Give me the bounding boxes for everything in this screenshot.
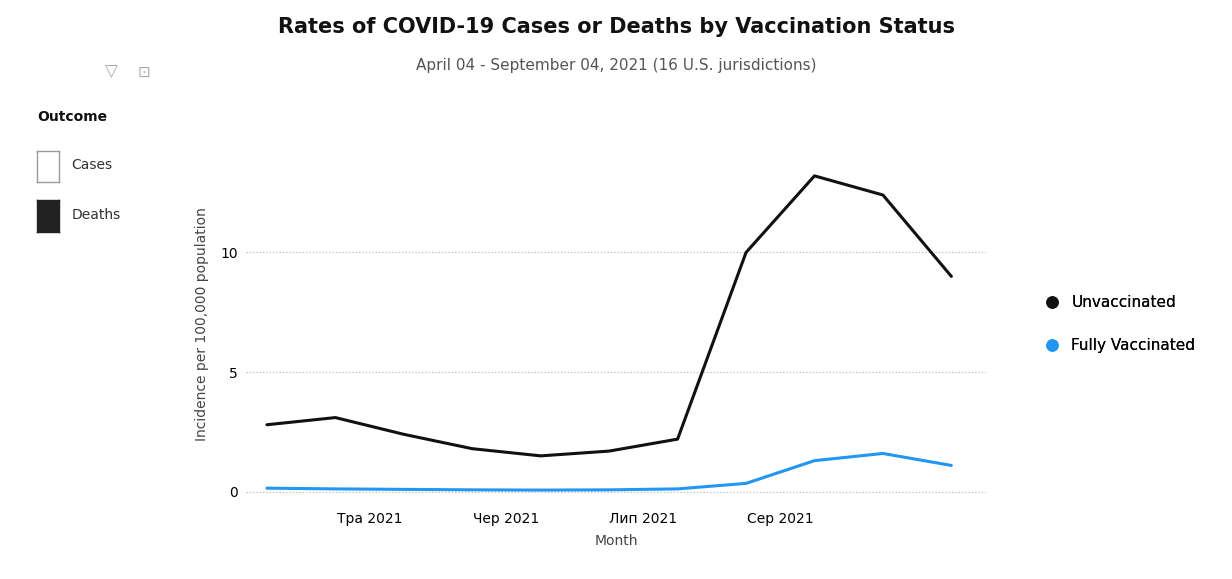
Text: Cases: Cases xyxy=(71,158,112,172)
Y-axis label: Incidence per 100,000 population: Incidence per 100,000 population xyxy=(196,207,209,441)
Text: ⊡: ⊡ xyxy=(138,65,150,80)
X-axis label: Month: Month xyxy=(594,534,638,548)
Text: ▽: ▽ xyxy=(105,63,117,82)
Legend: Unvaccinated, Fully Vaccinated: Unvaccinated, Fully Vaccinated xyxy=(1030,290,1201,359)
Text: Deaths: Deaths xyxy=(71,208,121,222)
Text: Outcome: Outcome xyxy=(37,110,107,124)
Text: April 04 - September 04, 2021 (16 U.S. jurisdictions): April 04 - September 04, 2021 (16 U.S. j… xyxy=(415,58,817,73)
Text: Rates of COVID-19 Cases or Deaths by Vaccination Status: Rates of COVID-19 Cases or Deaths by Vac… xyxy=(277,17,955,38)
